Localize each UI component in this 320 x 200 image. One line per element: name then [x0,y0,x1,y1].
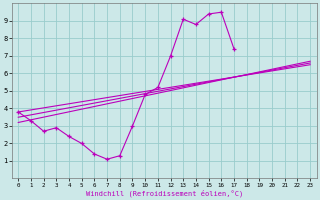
X-axis label: Windchill (Refroidissement éolien,°C): Windchill (Refroidissement éolien,°C) [85,189,243,197]
